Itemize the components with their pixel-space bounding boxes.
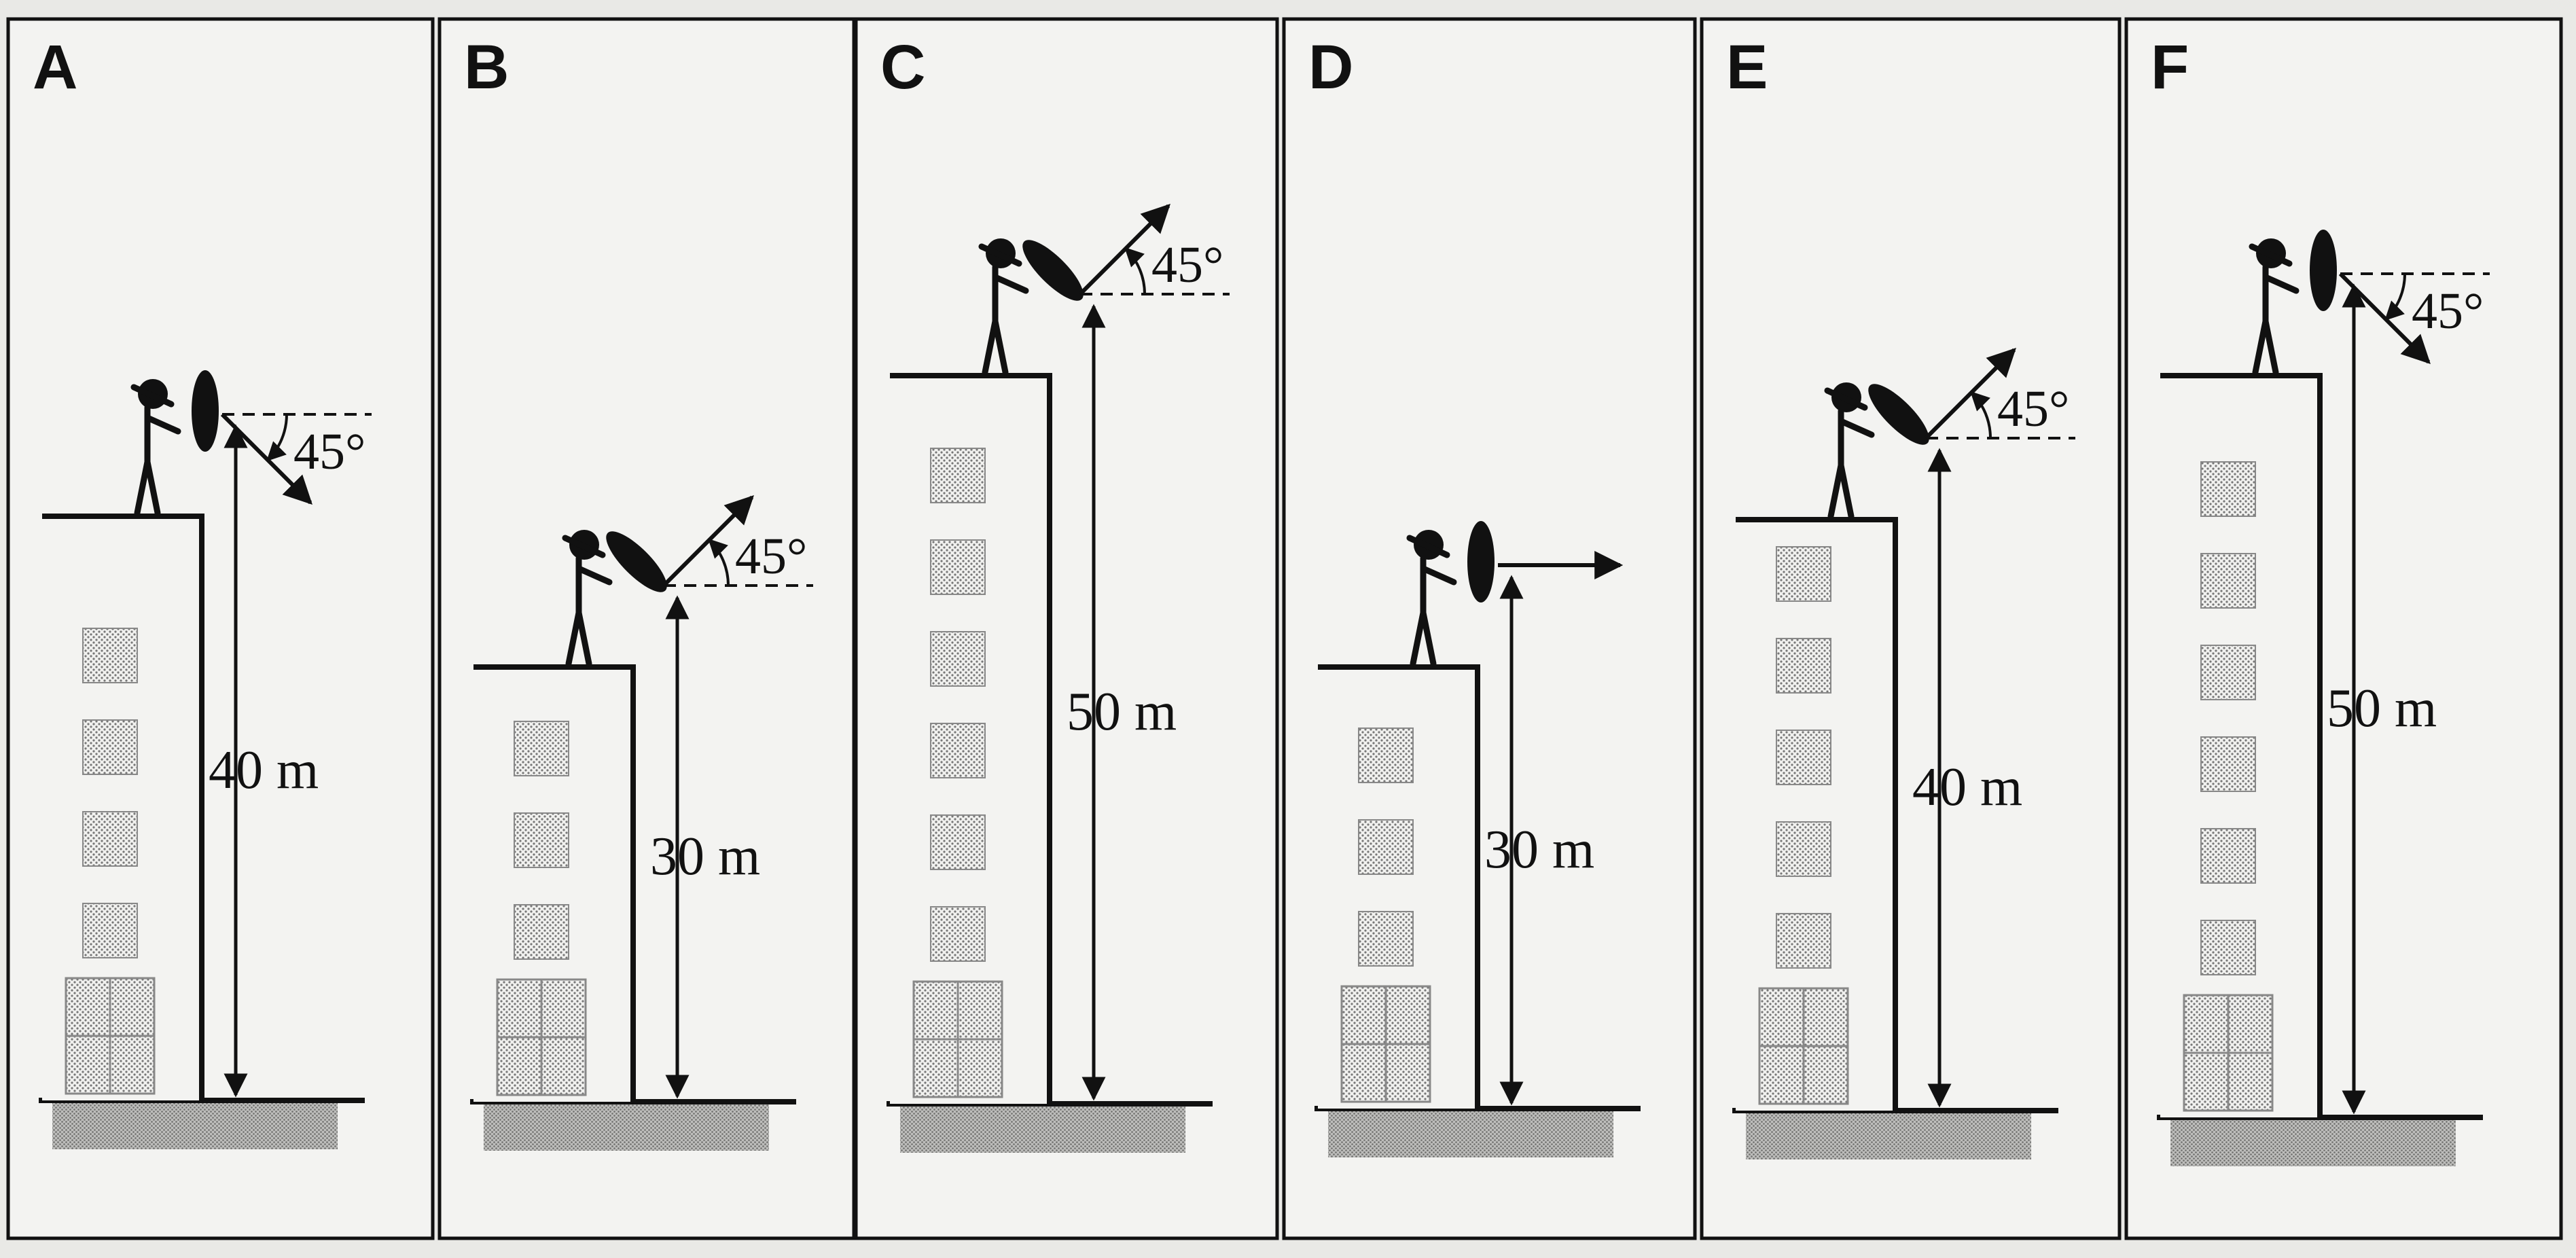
building-window bbox=[514, 812, 569, 868]
building-window bbox=[2200, 736, 2256, 792]
building-window bbox=[1776, 913, 1831, 969]
angle-arc bbox=[708, 538, 730, 586]
angle-label: 45° bbox=[1151, 236, 1223, 293]
angle-arc bbox=[266, 414, 288, 462]
building-window bbox=[1358, 819, 1414, 875]
person-figure bbox=[1406, 521, 1495, 667]
building-window bbox=[82, 903, 138, 958]
panel-e: E 40 m 45° bbox=[1700, 17, 2122, 1240]
launch-arrow bbox=[2338, 272, 2431, 364]
launch-arrow bbox=[1078, 204, 1170, 296]
angle-label: 45° bbox=[1997, 380, 2069, 437]
height-label: 30 m bbox=[1484, 820, 1594, 880]
panel-a: A 40 m 45° bbox=[6, 17, 435, 1240]
building-window bbox=[930, 448, 986, 503]
ground-hatch bbox=[1328, 1111, 1613, 1157]
building-window bbox=[1776, 546, 1831, 602]
building-window bbox=[514, 904, 569, 960]
building-window bbox=[1358, 727, 1414, 783]
ground-hatch bbox=[484, 1104, 769, 1151]
building-window bbox=[82, 811, 138, 867]
panel-d: D 30 m bbox=[1282, 17, 1697, 1240]
disc bbox=[606, 531, 667, 592]
height-label: 50 m bbox=[2327, 679, 2437, 738]
panel-letter: A bbox=[33, 33, 77, 102]
building-window bbox=[514, 721, 569, 776]
building-window bbox=[1776, 730, 1831, 785]
building-window bbox=[1776, 821, 1831, 877]
panel-letter: D bbox=[1308, 33, 1353, 102]
launch-arrow bbox=[662, 495, 754, 588]
person-figure bbox=[130, 370, 219, 516]
panel-f: F 50 m 45° bbox=[2124, 17, 2563, 1240]
angle-arc bbox=[1124, 247, 1146, 295]
building-window bbox=[930, 539, 986, 595]
building-window bbox=[2200, 553, 2256, 609]
disc bbox=[192, 370, 219, 452]
building-window bbox=[82, 628, 138, 683]
ground-hatch bbox=[2170, 1120, 2456, 1166]
panel-letter: B bbox=[464, 33, 509, 102]
ground-hatch bbox=[900, 1107, 1185, 1153]
disc bbox=[1022, 240, 1084, 301]
panel-letter: C bbox=[880, 33, 925, 102]
height-label: 50 m bbox=[1067, 682, 1177, 742]
building-window bbox=[930, 631, 986, 687]
building-window bbox=[930, 906, 986, 962]
launch-arrow bbox=[220, 412, 312, 505]
panel-letter: F bbox=[2151, 33, 2189, 102]
building-window bbox=[2200, 828, 2256, 884]
building-window bbox=[2200, 461, 2256, 517]
person-figure bbox=[2249, 230, 2337, 376]
height-label: 40 m bbox=[1912, 757, 2022, 817]
building-window bbox=[2200, 645, 2256, 700]
ground-hatch bbox=[52, 1103, 338, 1149]
building-window bbox=[930, 723, 986, 778]
person-figure bbox=[562, 530, 667, 667]
angle-arc bbox=[1970, 391, 1992, 439]
height-label: 40 m bbox=[209, 740, 319, 800]
angle-label: 45° bbox=[735, 528, 807, 585]
angle-label: 45° bbox=[293, 423, 365, 480]
angle-label: 45° bbox=[2412, 283, 2484, 340]
person-figure bbox=[1824, 382, 1929, 520]
height-label: 30 m bbox=[650, 827, 760, 886]
building-window bbox=[1776, 638, 1831, 694]
disc bbox=[1467, 521, 1495, 603]
angle-arc bbox=[2384, 273, 2406, 321]
building-window bbox=[1358, 911, 1414, 967]
launch-arrow bbox=[1924, 348, 2016, 440]
panel-c: C 50 m 45° bbox=[854, 17, 1279, 1240]
building-window bbox=[2200, 920, 2256, 975]
disc bbox=[1868, 384, 1929, 445]
disc bbox=[2310, 230, 2337, 311]
ground-hatch bbox=[1746, 1113, 2031, 1160]
building-window bbox=[930, 814, 986, 870]
building-window bbox=[82, 719, 138, 775]
person-figure bbox=[978, 238, 1084, 376]
panel-b: B 30 m 45° bbox=[437, 17, 856, 1240]
panel-letter: E bbox=[1726, 33, 1768, 102]
